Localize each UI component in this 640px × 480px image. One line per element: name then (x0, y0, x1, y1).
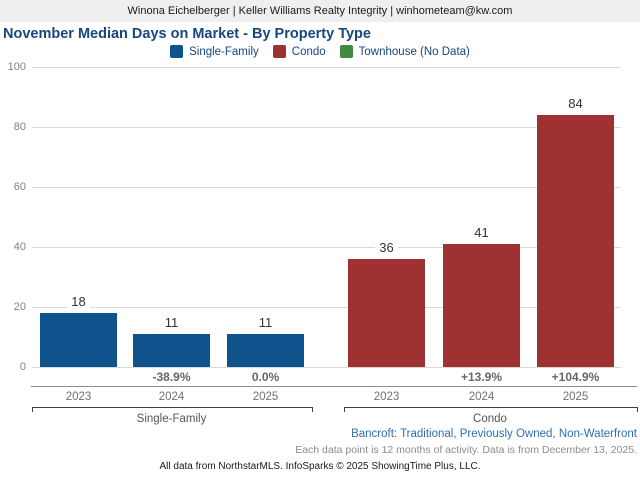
pct-change-label: 0.0% (251, 370, 280, 384)
condo-swatch-icon (272, 45, 286, 58)
x-axis-year-label: 2025 (252, 391, 279, 403)
x-axis-year-label: 2024 (158, 391, 185, 403)
bar-value-text: 11 (254, 315, 277, 331)
bar-condo-2023[interactable] (348, 259, 425, 367)
legend-item-townhouse[interactable]: Townhouse (No Data) (339, 45, 470, 58)
legend-label: Single-Family (189, 45, 259, 58)
pct-change-label: +104.9% (551, 370, 600, 384)
legend-item-condo[interactable]: Condo (272, 45, 326, 58)
copyright-line: All data from NorthstarMLS. InfoSparks ©… (159, 461, 481, 472)
y-axis-tick-label: 20 (13, 301, 26, 313)
legend-label: Townhouse (No Data) (358, 45, 470, 58)
y-axis-tick-label: 40 (13, 241, 26, 253)
pct-change-label: -38.9% (152, 370, 191, 384)
pct-change-label: +13.9% (460, 370, 503, 384)
bar-value-text: 41 (470, 225, 493, 241)
y-axis-tick-label: 0 (19, 361, 26, 373)
gridline-100 (32, 67, 621, 68)
bar-value-label: 18 (34, 294, 123, 310)
single-family-swatch-icon (170, 45, 184, 58)
x-axis-year-label: 2023 (65, 391, 92, 403)
bar-value-text: 84 (564, 96, 587, 112)
legend-item-single-family[interactable]: Single-Family (170, 45, 259, 58)
bar-value-label: 84 (531, 96, 620, 112)
bar-value-label: 11 (221, 315, 310, 331)
bar-single-family-2025[interactable] (227, 334, 304, 367)
x-axis-year-label: 2023 (373, 391, 400, 403)
group-label-single-family: Single-Family (136, 413, 207, 425)
y-axis-tick-label: 80 (13, 121, 26, 133)
bar-value-label: 41 (437, 225, 526, 241)
gridline-60 (32, 187, 621, 188)
legend-label: Condo (291, 45, 326, 58)
bar-value-label: 36 (342, 240, 431, 256)
bar-single-family-2023[interactable] (40, 313, 117, 367)
gridline-40 (32, 247, 621, 248)
group-bracket-single-family (32, 407, 313, 412)
bar-value-text: 18 (67, 294, 90, 310)
bar-condo-2024[interactable] (443, 244, 520, 367)
gridline-20 (32, 307, 621, 308)
gridline-0 (32, 367, 621, 368)
y-axis-tick-label: 100 (7, 61, 26, 73)
agent-contact-bar: Winona Eichelberger | Keller Williams Re… (0, 0, 640, 22)
bar-value-text: 36 (375, 240, 398, 256)
x-axis-year-label: 2024 (468, 391, 495, 403)
group-bracket-condo (344, 407, 638, 412)
axis-separator-line (31, 386, 637, 387)
bar-value-text: 11 (160, 315, 183, 331)
bar-value-label: 11 (127, 315, 216, 331)
chart-legend: Single-Family Condo Townhouse (No Data) (0, 44, 640, 59)
data-note: Each data point is 12 months of activity… (295, 444, 637, 456)
area-context-line: Bancroft: Traditional, Previously Owned,… (351, 428, 637, 440)
bar-condo-2025[interactable] (537, 115, 614, 367)
chart-title: November Median Days on Market - By Prop… (3, 26, 371, 42)
x-axis-year-label: 2025 (562, 391, 589, 403)
group-label-condo: Condo (473, 413, 507, 425)
gridline-80 (32, 127, 621, 128)
agent-contact-text: Winona Eichelberger | Keller Williams Re… (127, 5, 513, 17)
townhouse-swatch-icon (339, 45, 353, 58)
bar-single-family-2024[interactable] (133, 334, 210, 367)
y-axis-tick-label: 60 (13, 181, 26, 193)
